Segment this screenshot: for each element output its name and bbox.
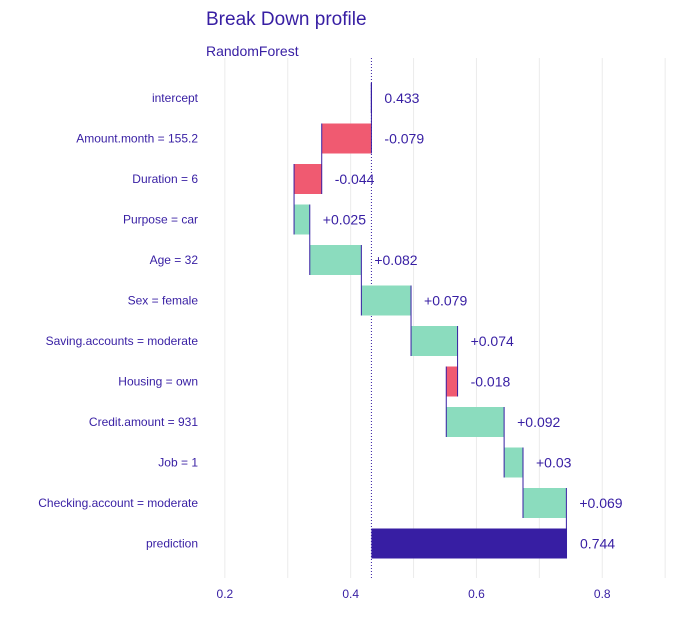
y-axis-label: Purpose = car [123,213,198,227]
y-axis-label: Checking.account = moderate [38,496,198,510]
y-axis-label: Age = 32 [150,253,199,267]
y-axis-label: Saving.accounts = moderate [46,334,199,348]
bar-positive [309,245,362,275]
value-label: -0.079 [384,131,424,147]
value-label: +0.025 [323,212,366,228]
y-axis-label: Duration = 6 [132,172,198,186]
value-labels: 0.433 -0.079 -0.044 +0.025 +0.082 +0.079 +0.07… [323,90,623,552]
value-label: +0.03 [536,455,572,471]
bar-negative [446,366,458,397]
bar-negative [294,164,322,194]
y-axis-label: Sex = female [128,294,199,308]
value-label: +0.074 [471,333,514,349]
value-label: -0.044 [335,171,375,187]
x-axis: 0.2 0.4 0.6 0.8 [217,587,611,601]
x-tick-label: 0.8 [594,587,611,601]
y-axis-label: Credit.amount = 931 [89,415,198,429]
y-axis-labels: intercept Amount.month = 155.2 Duration = … [38,91,198,551]
y-axis-label: intercept [152,91,199,105]
bar-positive [522,488,567,518]
bars [294,83,568,559]
bar-positive [294,204,310,235]
value-label: +0.079 [424,293,467,309]
value-label: 0.744 [580,536,615,552]
value-label: -0.018 [471,374,511,390]
chart-subtitle: RandomForest [206,43,299,59]
x-tick-label: 0.6 [468,587,485,601]
bar-positive [361,285,412,316]
bar-positive [446,407,505,437]
y-axis-label: prediction [146,537,198,551]
y-axis-label: Housing = own [118,375,198,389]
value-label: 0.433 [384,90,419,106]
chart-title: Break Down profile [206,9,367,30]
bar-positive [504,447,523,478]
connector-lines [293,83,567,559]
value-label: +0.069 [579,495,622,511]
y-axis-label: Job = 1 [158,456,198,470]
x-tick-label: 0.4 [342,587,359,601]
value-label: +0.092 [517,414,560,430]
bar-negative [321,123,372,154]
value-label: +0.082 [374,252,417,268]
bar-positive [411,326,458,356]
y-axis-label: Amount.month = 155.2 [76,132,198,146]
x-tick-label: 0.2 [217,587,234,601]
bar-prediction [371,528,568,559]
